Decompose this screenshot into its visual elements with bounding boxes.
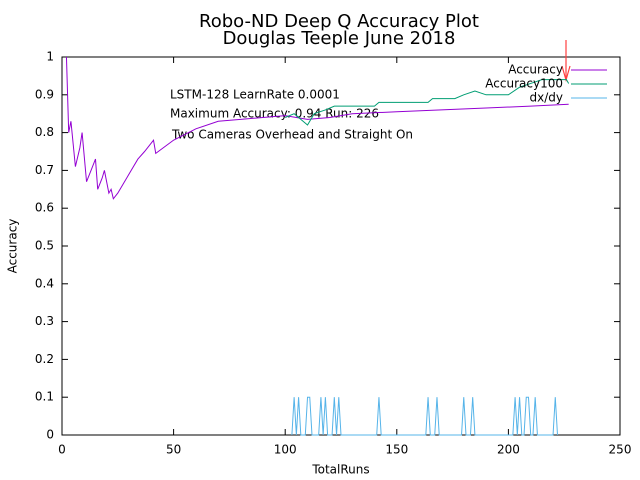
legend-label: dx/dy [530, 91, 563, 105]
chart-subtitle: Douglas Teeple June 2018 [223, 28, 456, 49]
y-tick-label: 0.5 [35, 239, 54, 253]
y-tick-label: 0.2 [35, 352, 54, 366]
y-tick-label: 0.4 [35, 276, 54, 290]
y-tick-label: 0.1 [35, 390, 54, 404]
x-tick-label: 250 [609, 443, 632, 457]
y-tick-label: 0.9 [35, 87, 54, 101]
y-tick-label: 0.6 [35, 201, 54, 215]
data-line [65, 56, 569, 200]
x-tick-label: 0 [58, 443, 66, 457]
y-tick-label: 1 [46, 50, 54, 64]
x-tick-label: 150 [385, 443, 408, 457]
x-tick-label: 200 [497, 443, 520, 457]
x-tick-label: 100 [274, 443, 297, 457]
y-tick-label: 0.3 [35, 314, 54, 328]
x-tick-label: 50 [166, 443, 181, 457]
data-line [285, 79, 570, 126]
annotation: LSTM-128 LearnRate 0.0001 [170, 88, 340, 102]
annotation: Maximum Accuracy: 0.94 Run: 226 [170, 107, 379, 121]
legend-label: Accuracy100 [485, 77, 563, 91]
y-tick-label: 0.8 [35, 125, 54, 139]
annotation: Two Cameras Overhead and Straight On [171, 128, 413, 142]
pointer-arrow [561, 40, 571, 83]
legend-label: Accuracy [508, 63, 563, 77]
y-tick-label: 0 [46, 428, 54, 442]
chart-title: Robo-ND Deep Q Accuracy Plot [199, 11, 479, 32]
data-line [291, 396, 558, 436]
x-axis-label: TotalRuns [311, 463, 369, 477]
y-tick-label: 0.7 [35, 163, 54, 177]
y-axis-label: Accuracy [6, 219, 20, 274]
